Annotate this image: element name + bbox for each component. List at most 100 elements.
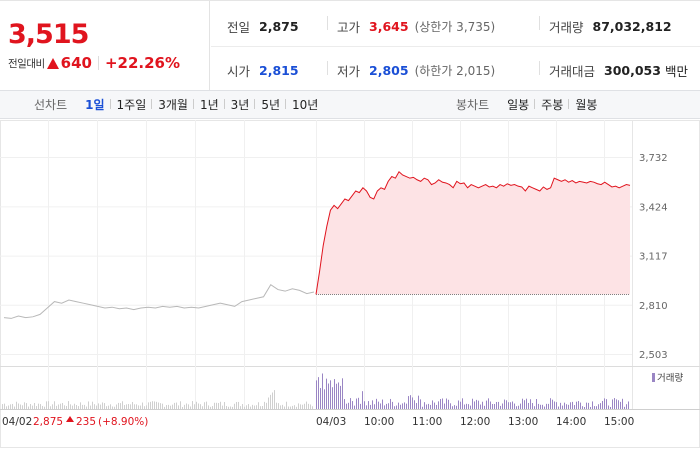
volume-bar: [442, 398, 443, 409]
tab-1d[interactable]: 1일: [85, 98, 105, 112]
change-label: 전일대비: [8, 57, 45, 70]
volume-bar: [586, 402, 587, 409]
volume-bar: [106, 406, 107, 409]
volume-bar: [110, 404, 111, 409]
volume-bar: [424, 402, 425, 409]
volume-bar: [456, 405, 457, 409]
volume-bar: [296, 406, 297, 409]
volume-bar: [352, 401, 353, 409]
volume-bar: [54, 401, 55, 409]
volume-bar: [96, 405, 97, 409]
tab-1w[interactable]: 1주일: [109, 96, 153, 113]
volume-bar: [608, 405, 609, 409]
volume-bar: [160, 403, 161, 409]
tab-3y[interactable]: 3년: [223, 96, 256, 113]
stat-label: 거래대금: [549, 64, 596, 79]
tab-3m[interactable]: 3개월: [151, 96, 194, 113]
volume-bar: [444, 403, 445, 409]
volume-bar: [78, 406, 79, 409]
volume-bar: [80, 402, 81, 409]
volume-bar: [488, 398, 489, 409]
volume-bar: [388, 403, 389, 409]
y-tick-label: 2,503: [639, 350, 668, 361]
volume-bar: [390, 398, 391, 409]
volume-bar: [528, 402, 529, 409]
volume-bar: [46, 401, 47, 409]
tab-weekly[interactable]: 주봉: [534, 96, 569, 113]
stats-panel: 전일 2,875 시가 2,815 고가 3,645 (상한가 3,735) 저…: [211, 1, 700, 91]
tab-monthly[interactable]: 월봉: [568, 96, 603, 113]
prev-day-close: 2,875: [33, 416, 63, 428]
tab-1y[interactable]: 1년: [192, 96, 225, 113]
volume-bar: [230, 406, 231, 409]
volume-bar: [174, 402, 175, 409]
volume-bar: [282, 404, 283, 409]
volume-bar: [460, 401, 461, 409]
volume-bar: [624, 406, 625, 409]
volume-bar: [198, 403, 199, 409]
volume-bar: [48, 401, 49, 409]
tab-5y[interactable]: 5년: [254, 96, 286, 113]
volume-bar: [594, 406, 595, 409]
volume-bar: [552, 399, 553, 409]
change-row: 전일대비 640 +22.26%: [8, 54, 180, 72]
tab-daily[interactable]: 일봉: [507, 98, 530, 112]
candle-chart-tabs: 봉차트 일봉 주봉 월봉: [456, 91, 603, 118]
volume-bar: [250, 406, 251, 409]
volume-bar: [212, 406, 213, 409]
volume-bar: [256, 405, 257, 409]
volume-bar: [334, 379, 335, 409]
volume-bar: [22, 405, 23, 409]
volume-bar: [74, 403, 75, 409]
volume-bar: [404, 402, 405, 409]
change-percent: +22.26%: [104, 54, 180, 72]
volume-bar: [416, 403, 417, 409]
volume-bar: [582, 406, 583, 409]
volume-bar: [24, 402, 25, 409]
volume-bar: [482, 401, 483, 409]
volume-bar: [214, 402, 215, 409]
volume-bar: [180, 401, 181, 409]
volume-bar: [318, 377, 319, 409]
volume-bar: [496, 401, 497, 409]
volume-bar: [140, 405, 141, 409]
volume-bar: [70, 404, 71, 409]
volume-bar: [446, 398, 447, 409]
volume-bar: [476, 399, 477, 409]
tab-10y[interactable]: 10년: [285, 96, 324, 113]
volume-legend-swatch: [652, 373, 655, 382]
stat-low: 저가 2,805 (하한가 2,015): [337, 61, 495, 80]
prev-day-series-line: [3, 284, 315, 319]
volume-bar: [132, 401, 133, 409]
volume-bar: [344, 399, 345, 409]
price-chart-svg: 3,732 3,424 3,117 2,810 2,503 04/03 10:00 11:0…: [0, 120, 700, 448]
volume-bar: [102, 402, 103, 409]
divider: [539, 16, 540, 30]
volume-bar: [556, 402, 557, 409]
volume-bar: [532, 403, 533, 409]
volume-bar: [52, 404, 53, 409]
volume-bar: [274, 390, 275, 409]
volume-bar: [478, 400, 479, 409]
volume-bar: [270, 394, 271, 409]
volume-bar: [310, 404, 311, 409]
volume-bar: [364, 401, 365, 409]
volume-bar: [328, 383, 329, 409]
volume-bar: [210, 406, 211, 409]
volume-bar: [94, 404, 95, 409]
change-value: 640: [60, 54, 92, 72]
volume-bar: [38, 403, 39, 409]
volume-bar: [522, 398, 523, 409]
volume-bar: [536, 399, 537, 409]
volume-bar: [572, 401, 573, 409]
volume-bar: [84, 404, 85, 409]
volume-bar: [486, 400, 487, 409]
volume-bar: [294, 405, 295, 409]
volume-bar: [454, 405, 455, 409]
stat-open: 시가 2,815: [227, 61, 299, 80]
volume-bar: [466, 403, 467, 409]
volume-bar: [290, 406, 291, 409]
volume-bar: [616, 399, 617, 409]
lower-limit: (하한가 2,015): [414, 64, 496, 78]
volume-bar: [544, 406, 545, 409]
